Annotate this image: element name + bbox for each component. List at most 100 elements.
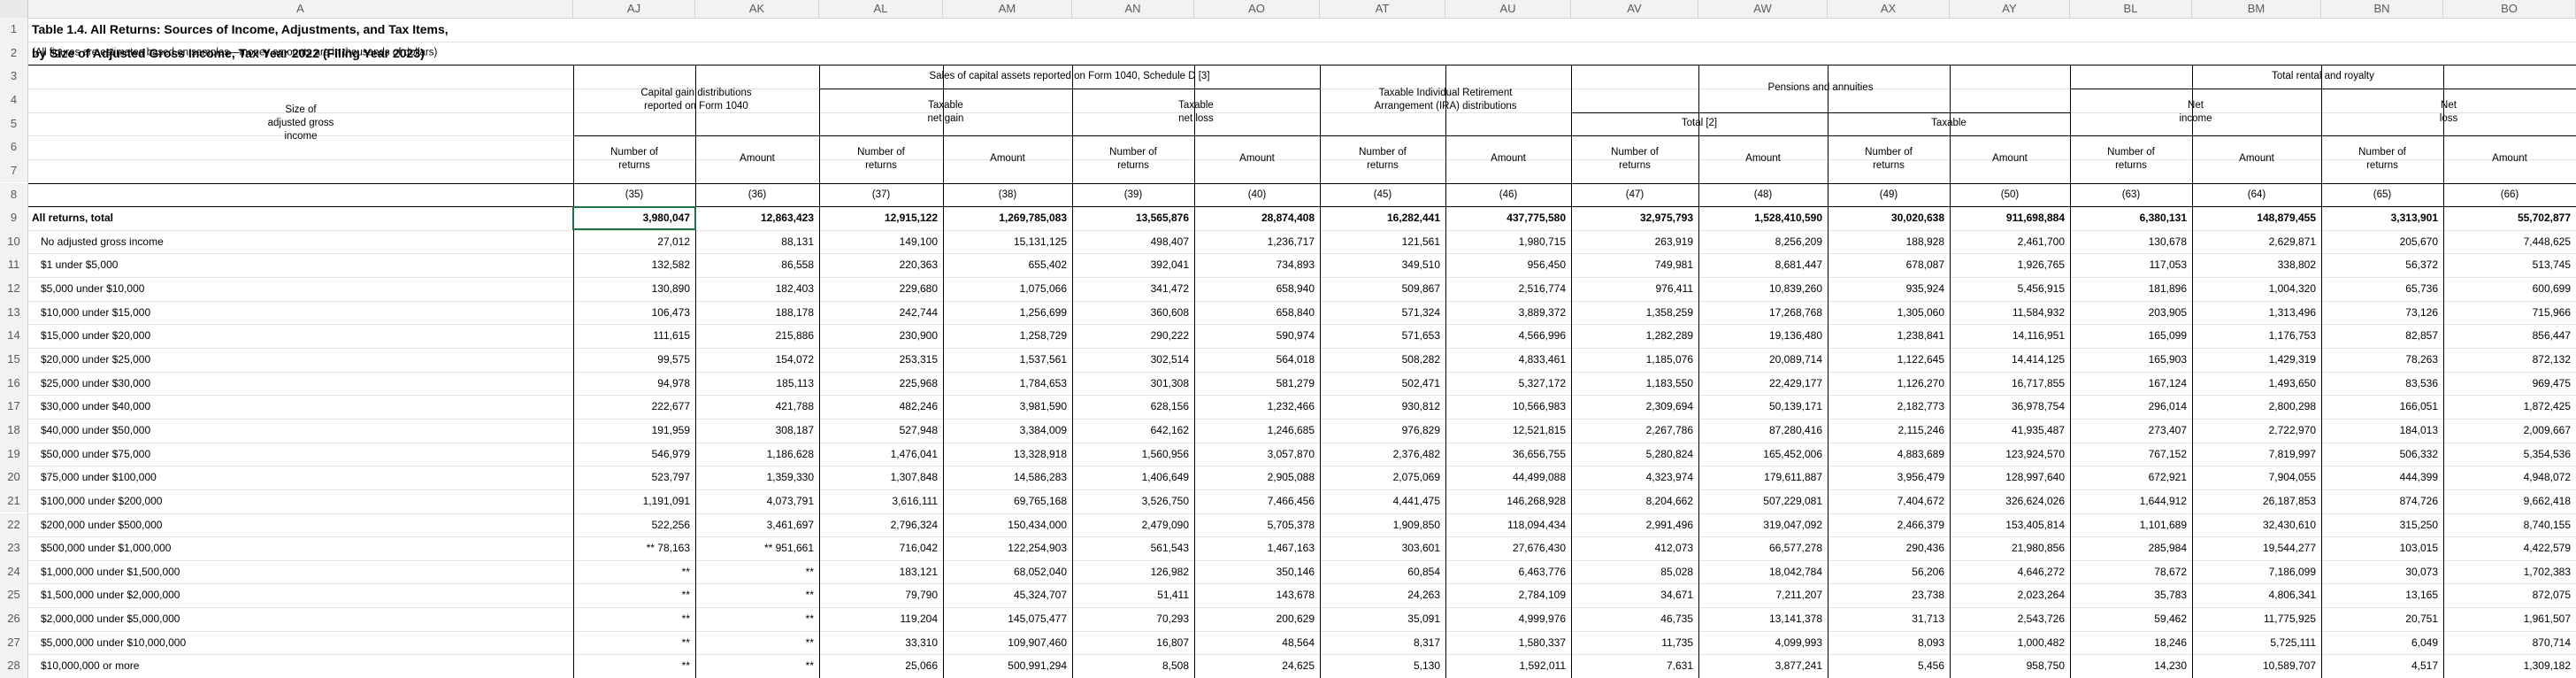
table-cell: 109,907,460 xyxy=(1008,636,1067,649)
number-of-returns-header: Number of returns xyxy=(1865,146,1913,171)
taxable-net-loss-header: Taxable net loss xyxy=(1178,99,1214,124)
table-cell: 3,526,750 xyxy=(1141,494,1189,507)
row-header-1[interactable]: 1 xyxy=(0,18,28,42)
row-header-24[interactable]: 24 xyxy=(0,559,28,584)
amount-header: Amount xyxy=(1491,153,1526,165)
row-header-16[interactable]: 16 xyxy=(0,371,28,396)
column-header-ay[interactable]: AY xyxy=(1950,0,2070,18)
row-header-21[interactable]: 21 xyxy=(0,489,28,513)
table-cell: 56,372 xyxy=(2405,258,2438,272)
column-header-am[interactable]: AM xyxy=(943,0,1072,18)
table-cell: 148,879,455 xyxy=(2257,212,2316,225)
table-cell: 88,131 xyxy=(781,235,814,248)
row-header-13[interactable]: 13 xyxy=(0,300,28,325)
table-cell: 79,790 xyxy=(905,589,938,602)
column-header-an[interactable]: AN xyxy=(1072,0,1194,18)
row-header-22[interactable]: 22 xyxy=(0,512,28,537)
table-cell: 3,384,009 xyxy=(1019,423,1067,436)
row-header-23[interactable]: 23 xyxy=(0,536,28,560)
gridline xyxy=(28,277,2576,279)
row-header-26[interactable]: 26 xyxy=(0,607,28,631)
ira-distributions-header: Taxable Individual Retirement Arrangemen… xyxy=(1374,88,1517,112)
table-cell: 230,900 xyxy=(899,329,938,343)
column-header-at[interactable]: AT xyxy=(1320,0,1445,18)
row-header-4[interactable]: 4 xyxy=(0,88,28,112)
table-cell: 36,978,754 xyxy=(2011,400,2065,413)
row-header-2[interactable]: 2 xyxy=(0,41,28,65)
row-header-14[interactable]: 14 xyxy=(0,324,28,348)
table-cell: 2,182,773 xyxy=(1897,400,1944,413)
table-cell: 1,075,066 xyxy=(1019,282,1067,296)
table-cell: 1,246,685 xyxy=(1267,423,1315,436)
row-label: $15,000 under $20,000 xyxy=(41,329,151,343)
column-header-bm[interactable]: BM xyxy=(2192,0,2321,18)
column-header-av[interactable]: AV xyxy=(1571,0,1698,18)
table-cell: 82,857 xyxy=(2405,329,2438,343)
table-cell: 69,765,168 xyxy=(1013,494,1067,507)
table-cell: 24,263 xyxy=(1407,589,1440,602)
column-header-al[interactable]: AL xyxy=(819,0,943,18)
row-header-10[interactable]: 10 xyxy=(0,229,28,254)
row-header-12[interactable]: 12 xyxy=(0,277,28,301)
select-all-corner[interactable] xyxy=(0,0,28,18)
table-cell: 17,268,768 xyxy=(1768,305,1822,319)
table-cell: 976,411 xyxy=(1655,282,1694,296)
table-cell: 308,187 xyxy=(775,423,814,436)
gridline xyxy=(28,418,2576,420)
row-header-28[interactable]: 28 xyxy=(0,654,28,678)
table-cell: 1,232,466 xyxy=(1267,400,1315,413)
column-header-au[interactable]: AU xyxy=(1445,0,1571,18)
row-header-15[interactable]: 15 xyxy=(0,348,28,372)
column-header-ao[interactable]: AO xyxy=(1194,0,1320,18)
table-cell: ** xyxy=(681,613,690,626)
table-cell: 930,812 xyxy=(1401,400,1440,413)
gridline xyxy=(28,300,2576,302)
table-cell: 4,646,272 xyxy=(2017,565,2065,578)
row-header-11[interactable]: 11 xyxy=(0,253,28,278)
table-cell: 509,867 xyxy=(1401,282,1440,296)
table-cell: 600,699 xyxy=(2532,282,2571,296)
column-header-ax[interactable]: AX xyxy=(1828,0,1950,18)
row-header-20[interactable]: 20 xyxy=(0,466,28,489)
table-cell: 5,354,536 xyxy=(2523,447,2571,460)
row-header-18[interactable]: 18 xyxy=(0,418,28,443)
table-cell: 2,543,726 xyxy=(2017,613,2065,626)
column-header-ak[interactable]: AK xyxy=(695,0,819,18)
table-cell: 715,966 xyxy=(2532,305,2571,319)
table-cell: 437,775,580 xyxy=(1506,212,1566,225)
row-header-19[interactable]: 19 xyxy=(0,442,28,466)
column-rule xyxy=(1072,65,1073,678)
column-header-a[interactable]: A xyxy=(28,0,573,18)
row-header-9[interactable]: 9 xyxy=(0,206,28,230)
table-cell: 658,940 xyxy=(1276,282,1315,296)
table-cell: 143,678 xyxy=(1276,589,1315,602)
column-header-bo[interactable]: BO xyxy=(2443,0,2576,18)
table-cell: 7,819,997 xyxy=(2268,447,2316,460)
table-cell: 522,256 xyxy=(651,518,690,531)
table-cell: 181,896 xyxy=(2148,282,2187,296)
row-header-8[interactable]: 8 xyxy=(0,182,28,207)
row-header-3[interactable]: 3 xyxy=(0,65,28,89)
row-header-7[interactable]: 7 xyxy=(0,158,28,183)
amount-header: Amount xyxy=(1745,153,1781,165)
rental-net-income-header: Net income xyxy=(2179,99,2212,124)
column-header-aj[interactable]: AJ xyxy=(573,0,695,18)
table-cell: 1,238,841 xyxy=(1897,329,1944,343)
table-cell: 15,131,125 xyxy=(1013,235,1067,248)
row-header-6[interactable]: 6 xyxy=(0,135,28,159)
column-header-bl[interactable]: BL xyxy=(2070,0,2192,18)
column-number-label: (47) xyxy=(1625,189,1644,200)
column-header-aw[interactable]: AW xyxy=(1698,0,1828,18)
row-header-25[interactable]: 25 xyxy=(0,583,28,608)
column-header-bn[interactable]: BN xyxy=(2321,0,2443,18)
row-header-27[interactable]: 27 xyxy=(0,630,28,655)
table-cell: 3,889,372 xyxy=(1518,305,1566,319)
table-cell: 290,436 xyxy=(1905,542,1944,555)
gridline xyxy=(28,112,2576,113)
gridline xyxy=(28,348,2576,349)
table-cell: 1,101,689 xyxy=(2139,518,2187,531)
table-cell: 242,744 xyxy=(899,305,938,319)
table-cell: ** 78,163 xyxy=(646,542,690,555)
row-header-5[interactable]: 5 xyxy=(0,112,28,136)
row-header-17[interactable]: 17 xyxy=(0,395,28,419)
